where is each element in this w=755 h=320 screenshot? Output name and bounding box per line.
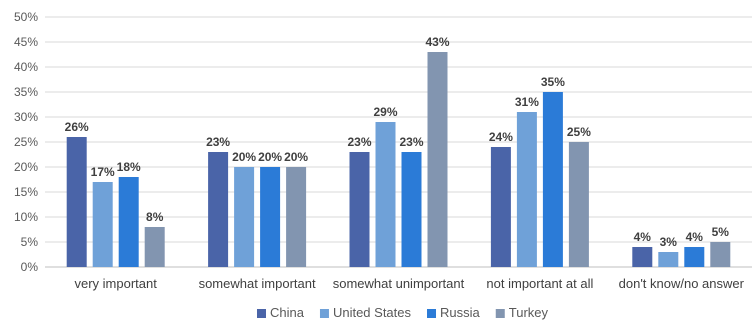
x-category-label: don't know/no answer [619,276,745,291]
legend-swatch-russia [427,309,437,318]
legend-swatch-united-states [319,309,329,318]
data-label-united-states-somewhat-unimportant: 29% [373,105,397,119]
x-category-label: somewhat unimportant [333,276,465,291]
bar-turkey-don-t-know-no-answer [710,242,731,267]
bar-russia-not-important-at-all [542,92,563,267]
y-tick-label: 20% [14,160,38,174]
bar-china-somewhat-unimportant [349,152,370,267]
data-label-united-states-don-t-know-no-answer: 3% [660,235,678,249]
legend-swatch-china [256,309,266,318]
data-label-russia-somewhat-unimportant: 23% [399,135,423,149]
y-tick-label: 5% [21,235,39,249]
bar-russia-somewhat-unimportant [401,152,422,267]
x-axis-category-labels: very important somewhat important somewhat… [75,276,745,291]
bar-turkey-somewhat-important [286,167,307,267]
y-tick-label: 0% [21,260,39,274]
y-tick-label: 10% [14,210,38,224]
data-label-russia-somewhat-important: 20% [258,150,282,164]
bar-united-states-somewhat-unimportant [375,122,396,267]
legend-label-russia: Russia [440,305,481,320]
y-tick-label: 30% [14,110,38,124]
bar-united-states-somewhat-important [234,167,255,267]
data-label-united-states-very-important: 17% [91,165,115,179]
bars [66,52,731,267]
y-tick-label: 15% [14,185,38,199]
y-tick-label: 45% [14,35,38,49]
legend: China United States Russia Turkey [256,305,549,320]
data-label-turkey-somewhat-important: 20% [284,150,308,164]
data-label-china-somewhat-important: 23% [206,135,230,149]
data-label-united-states-somewhat-important: 20% [232,150,256,164]
y-axis-tick-labels: 0% 5% 10% 15% 20% 25% 30% 35% 40% 45% 50% [14,10,38,274]
data-label-united-states-not-important-at-all: 31% [515,95,539,109]
bar-turkey-very-important [144,227,165,267]
data-label-turkey-somewhat-unimportant: 43% [425,35,449,49]
y-tick-label: 40% [14,60,38,74]
bar-russia-very-important [118,177,139,267]
data-label-russia-not-important-at-all: 35% [541,75,565,89]
data-label-china-not-important-at-all: 24% [489,130,513,144]
legend-label-turkey: Turkey [509,305,549,320]
legend-label-united-states: United States [333,305,412,320]
data-label-china-somewhat-unimportant: 23% [347,135,371,149]
bar-united-states-very-important [92,182,113,267]
y-tick-label: 50% [14,10,38,24]
bar-turkey-somewhat-unimportant [427,52,448,267]
data-label-russia-very-important: 18% [117,160,141,174]
bar-turkey-not-important-at-all [568,142,589,267]
y-tick-label: 35% [14,85,38,99]
legend-label-china: China [270,305,305,320]
data-labels: 26%17% 18%8%23%20% 20% 20%23%29%23%43%24%31… [65,35,730,249]
bar-russia-somewhat-important [260,167,281,267]
bar-china-very-important [66,137,87,267]
bar-united-states-don-t-know-no-answer [658,252,679,267]
x-category-label: very important [75,276,158,291]
bar-china-don-t-know-no-answer [632,247,653,267]
bar-russia-don-t-know-no-answer [684,247,705,267]
data-label-russia-don-t-know-no-answer: 4% [686,230,704,244]
data-label-turkey-don-t-know-no-answer: 5% [712,225,730,239]
bar-china-not-important-at-all [490,147,511,267]
bar-united-states-not-important-at-all [516,112,537,267]
x-category-label: not important at all [486,276,593,291]
data-label-china-don-t-know-no-answer: 4% [634,230,652,244]
legend-swatch-turkey [495,309,505,318]
data-label-turkey-not-important-at-all: 25% [567,125,591,139]
data-label-china-very-important: 26% [65,120,89,134]
data-label-turkey-very-important: 8% [146,210,164,224]
bar-china-somewhat-important [208,152,229,267]
x-category-label: somewhat important [199,276,316,291]
y-tick-label: 25% [14,135,38,149]
